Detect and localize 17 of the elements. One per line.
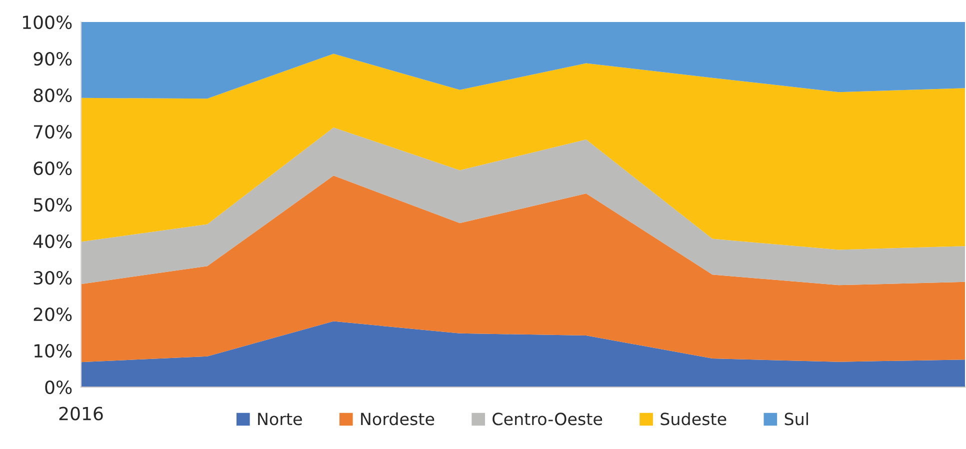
y-tick-label: 40%	[33, 234, 72, 248]
legend-label: Norte	[258, 412, 302, 426]
y-tick-label: 100%	[23, 15, 72, 30]
y-tick-label: 80%	[34, 88, 72, 102]
y-tick-label: 50%	[34, 198, 72, 212]
legend-label: Sul	[784, 412, 808, 426]
y-tick-label: 10%	[34, 344, 72, 358]
y-tick-label: 60%	[34, 161, 72, 176]
y-tick-label: 70%	[34, 124, 72, 139]
legend-label: Centro-Oeste	[492, 412, 602, 426]
legend-label: Sudeste	[660, 412, 726, 426]
y-tick-label: 30%	[34, 270, 72, 285]
y-tick-label: 20%	[34, 307, 72, 322]
legend-label: Nordeste	[361, 412, 434, 426]
y-tick-label: 90%	[34, 52, 72, 66]
y-tick-label: 0%	[45, 380, 72, 394]
x-tick-label: 2016	[59, 406, 103, 420]
